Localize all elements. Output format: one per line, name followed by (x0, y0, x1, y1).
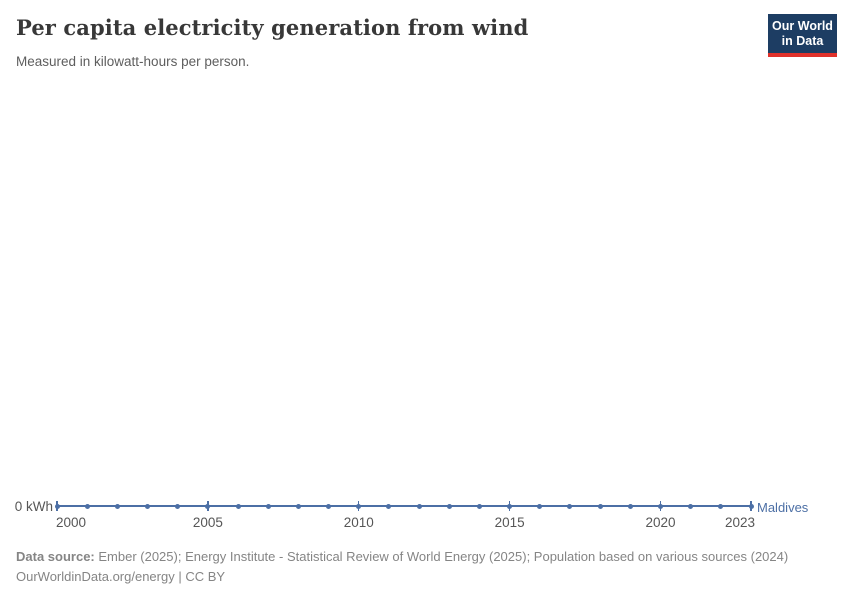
data-point (326, 503, 332, 509)
data-point (597, 503, 603, 509)
x-axis-tick (508, 501, 511, 511)
data-point (84, 503, 90, 509)
series-line (57, 504, 751, 508)
data-point (295, 503, 301, 509)
data-point (145, 503, 151, 509)
data-point (627, 503, 633, 509)
data-source-label: Data source: (16, 549, 95, 564)
data-point (688, 503, 694, 509)
data-point (265, 503, 271, 509)
data-point (537, 503, 543, 509)
chart-subtitle: Measured in kilowatt-hours per person. (16, 54, 250, 69)
x-axis-tick (56, 501, 58, 511)
x-axis-tick-label: 2015 (494, 515, 525, 530)
data-source-text: Ember (2025); Energy Institute - Statist… (94, 549, 789, 564)
data-point (386, 503, 392, 509)
x-axis-tick-label: 2023 (724, 515, 755, 530)
data-source-line: Data source: Ember (2025); Energy Instit… (16, 547, 834, 567)
data-point (235, 503, 241, 509)
owid-logo-line1: Our World (772, 19, 833, 33)
page-title: Per capita electricity generation from w… (16, 15, 529, 40)
data-point (476, 503, 482, 509)
data-point (114, 503, 120, 509)
data-point (446, 503, 452, 509)
x-axis-tick-label: 2010 (343, 515, 374, 530)
data-point (718, 503, 724, 509)
x-axis-tick-label: 2005 (192, 515, 223, 530)
x-axis-tick-label: 2000 (56, 515, 87, 530)
license-line: OurWorldinData.org/energy | CC BY (16, 569, 226, 584)
data-point (416, 503, 422, 509)
owid-logo[interactable]: Our World in Data (768, 14, 837, 57)
chart-footer: Data source: Ember (2025); Energy Instit… (16, 547, 834, 587)
x-axis-tick (659, 501, 662, 511)
series-entity-label: Maldives (757, 500, 809, 515)
x-axis-tick (357, 501, 360, 511)
y-axis-zero-label: 0 kWh (14, 499, 53, 514)
data-point (175, 503, 181, 509)
x-axis-tick (750, 501, 752, 511)
x-axis-tick-label: 2020 (645, 515, 676, 530)
data-point (567, 503, 573, 509)
x-axis-tick (207, 501, 209, 511)
owid-logo-line2: in Data (781, 34, 824, 48)
